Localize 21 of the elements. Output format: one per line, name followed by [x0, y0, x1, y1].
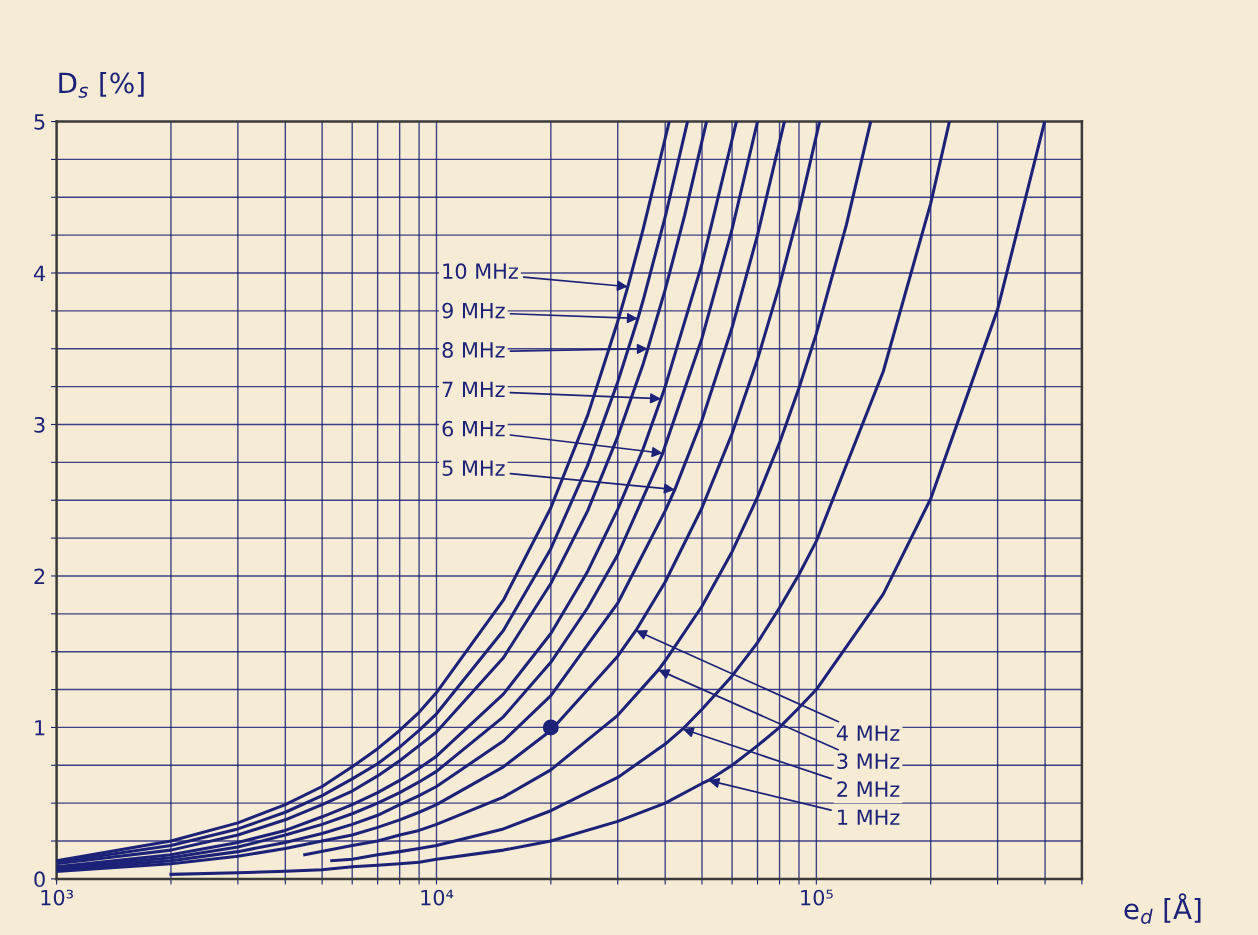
annotation: 1 MHz	[838, 809, 900, 825]
y-tick-label: 3	[34, 416, 45, 433]
annotation: 2 MHz	[837, 781, 900, 797]
y-axis-title: D$_{s}$ [%]	[59, 71, 144, 98]
y-tick-label: 2	[34, 568, 45, 584]
y-tick-label: 0	[34, 871, 45, 888]
x-tick-label: 10⁴	[421, 889, 454, 906]
y-tick-label: 4	[33, 265, 46, 281]
annotation: 4 MHz	[836, 725, 900, 741]
y-tick-label: 1	[35, 720, 45, 736]
x-tick-label: 10⁵	[801, 889, 833, 906]
annotation: 3 MHz	[837, 753, 900, 770]
annotation: 8 MHz	[442, 342, 505, 358]
annotation: 6 MHz	[442, 420, 505, 437]
y-tick-label: 5	[34, 114, 45, 130]
annotation: 9 MHz	[442, 302, 505, 319]
annotation: 7 MHz	[442, 381, 505, 397]
x-tick-label: 10³	[41, 889, 73, 906]
annotation: 10 MHz	[443, 263, 518, 280]
x-axis-title: e$_{d}$ [Å]	[1124, 893, 1201, 924]
annotation: 5 MHz	[442, 460, 505, 476]
